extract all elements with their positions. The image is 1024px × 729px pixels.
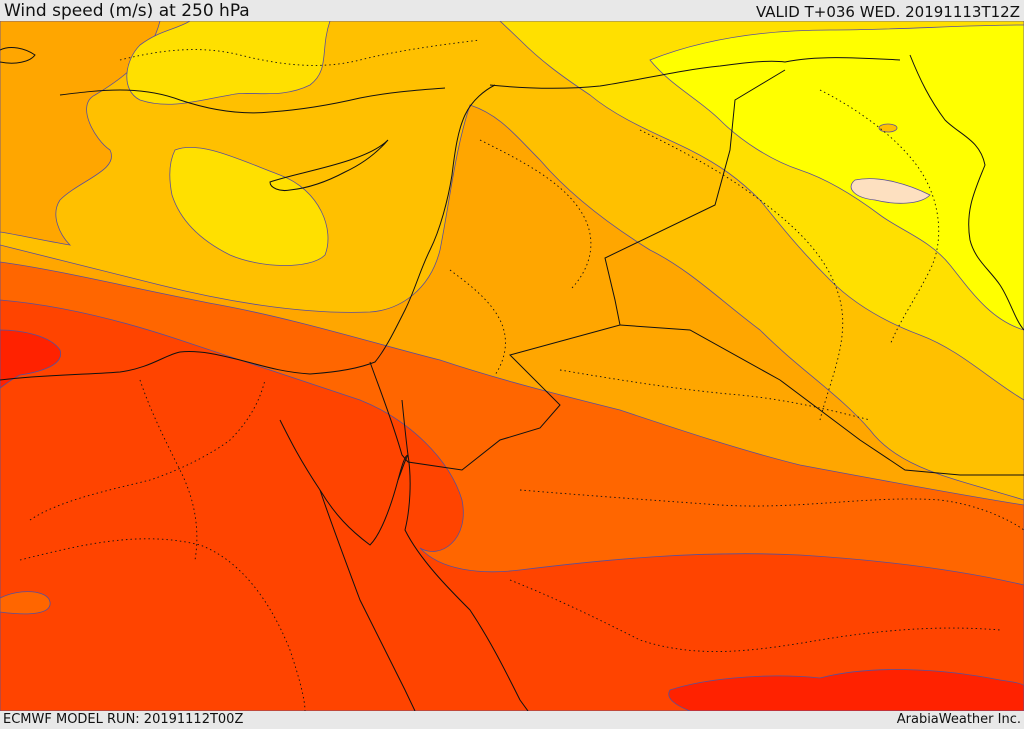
coastline-red-sea-west bbox=[319, 489, 416, 711]
coastline-turkey-south bbox=[59, 87, 446, 114]
chart-title: Wind speed (m/s) at 250 hPa bbox=[4, 1, 250, 21]
province-lines-syria bbox=[479, 139, 592, 291]
band-light-left bbox=[0, 21, 161, 246]
band-weak-east-med bbox=[169, 146, 329, 266]
band-very-strong bbox=[0, 299, 1024, 711]
minimum-pocket bbox=[850, 178, 931, 204]
model-run-label: ECMWF MODEL RUN: 20191112T00Z bbox=[3, 712, 244, 727]
coastline-sinai bbox=[279, 419, 409, 546]
border-syria-turkey bbox=[489, 57, 901, 89]
island-aegean bbox=[0, 47, 36, 64]
province-lines-saudi bbox=[519, 489, 1024, 531]
jet-core-west bbox=[0, 329, 61, 389]
coastline-aqaba bbox=[397, 399, 409, 481]
island-cyprus bbox=[269, 139, 389, 191]
band-weakest bbox=[649, 24, 1024, 331]
coastline-egypt bbox=[0, 84, 496, 381]
band-weak-west bbox=[126, 21, 331, 105]
minimum-pocket-small bbox=[878, 123, 898, 133]
jet-core-south bbox=[668, 669, 1024, 711]
province-lines-iran bbox=[819, 89, 940, 346]
border-iran-iraq bbox=[909, 54, 1024, 331]
weather-map[interactable] bbox=[0, 21, 1024, 711]
border-levant bbox=[369, 69, 786, 471]
coastline-red-sea-east bbox=[404, 454, 529, 711]
province-lines-egypt-south bbox=[19, 538, 306, 711]
credit-label: ArabiaWeather Inc. bbox=[896, 712, 1021, 727]
footer-bar: ECMWF MODEL RUN: 20191112T00Z ArabiaWeat… bbox=[0, 711, 1024, 729]
valid-time-label: VALID T+036 WED. 20191113T12Z bbox=[755, 3, 1020, 21]
pocket-southwest bbox=[0, 591, 51, 615]
border-saudi-iraq bbox=[619, 324, 1024, 476]
province-lines-iraq bbox=[639, 129, 844, 421]
header-bar: Wind speed (m/s) at 250 hPa VALID T+036 … bbox=[0, 0, 1024, 21]
